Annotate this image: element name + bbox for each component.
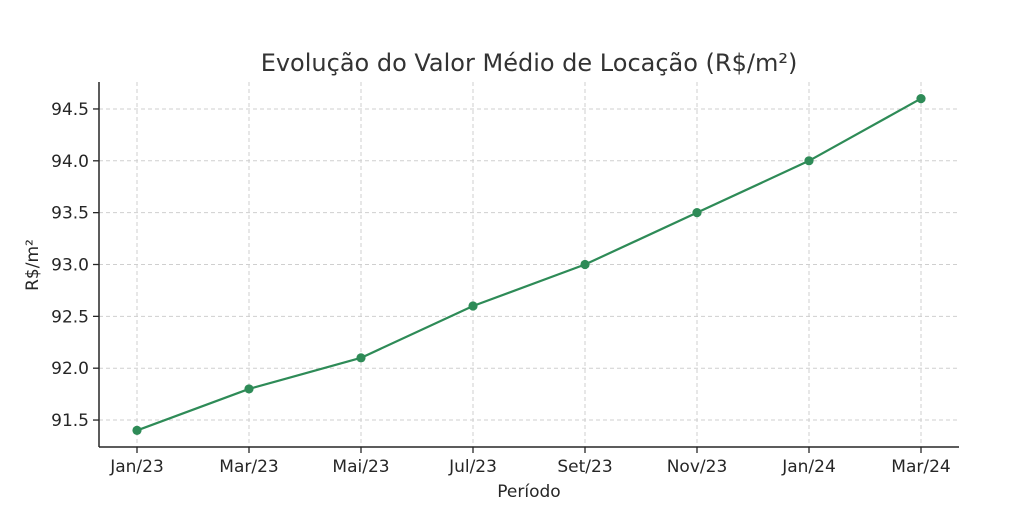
chart-title: Evolução do Valor Médio de Locação (R$/m… <box>261 49 798 77</box>
data-point <box>244 384 254 394</box>
y-tick-label: 94.5 <box>51 100 89 120</box>
data-point <box>468 301 478 311</box>
x-tick-label: Jan/24 <box>781 457 836 477</box>
grid <box>99 82 959 447</box>
data-point <box>692 208 702 218</box>
x-tick-label: Mar/24 <box>891 457 950 477</box>
x-axis-ticks: Jan/23 Mar/23 Mai/23 Jul/23 Set/23 Nov/23 Jan/… <box>109 447 951 477</box>
x-tick-label: Mar/23 <box>219 457 278 477</box>
x-tick-label: Jan/23 <box>109 457 164 477</box>
y-tick-label: 91.5 <box>51 411 89 431</box>
series-line <box>135 97 923 432</box>
y-tick-label: 94.0 <box>51 152 89 172</box>
data-point <box>916 93 926 104</box>
x-tick-label: Nov/23 <box>667 457 728 477</box>
data-point <box>356 353 366 363</box>
y-tick-label: 93.5 <box>51 204 89 224</box>
x-tick-label: Set/23 <box>557 457 612 477</box>
y-axis-title: R$/m² <box>23 239 43 291</box>
y-axis-ticks: 91.5 92.0 92.5 93.0 93.5 94.0 94.5 <box>51 100 99 431</box>
series-layer <box>132 93 926 436</box>
y-tick-label: 93.0 <box>51 256 89 276</box>
data-point <box>804 156 814 166</box>
data-point <box>132 425 142 436</box>
y-tick-label: 92.5 <box>51 307 89 327</box>
data-point <box>580 259 590 270</box>
x-tick-label: Jul/23 <box>448 457 497 477</box>
x-tick-label: Mai/23 <box>332 457 389 477</box>
y-tick-label: 92.0 <box>51 359 89 379</box>
x-axis-title: Período <box>497 482 560 502</box>
